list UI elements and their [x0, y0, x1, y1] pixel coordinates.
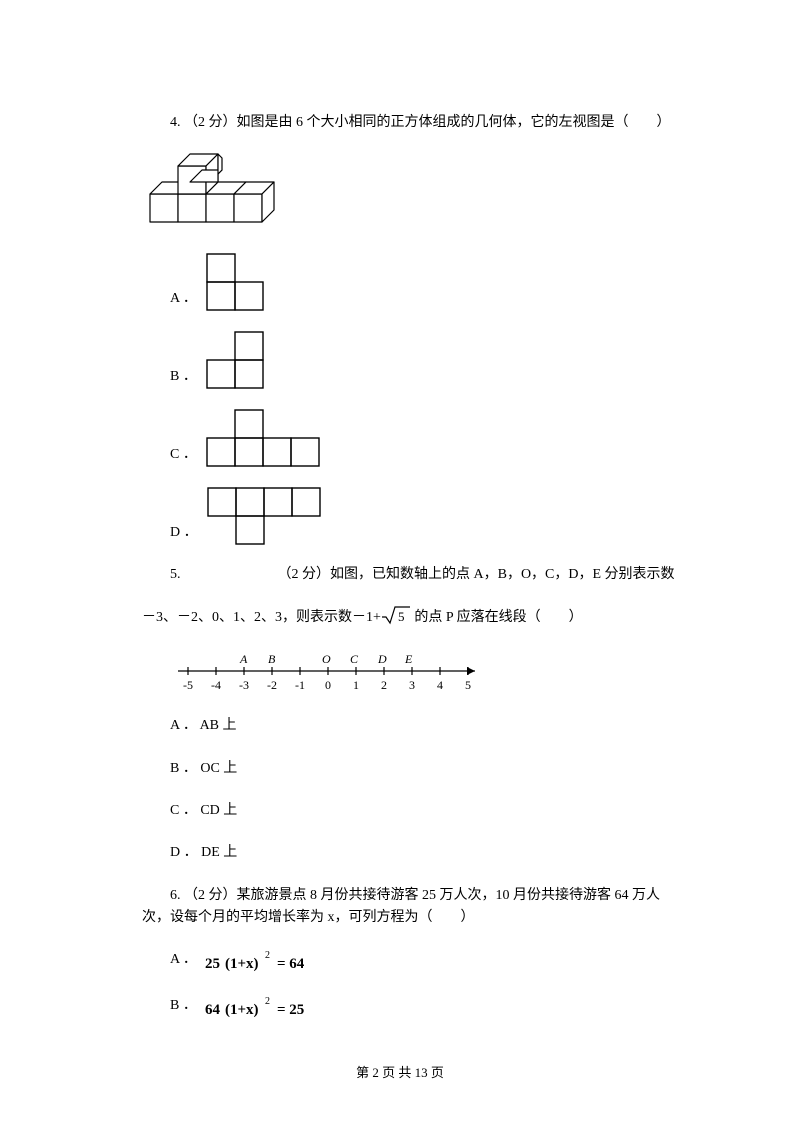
q5-option-d: D ． DE 上 [142, 842, 682, 864]
svg-text:-1: -1 [295, 678, 305, 692]
q5-option-a: A ． AB 上 [142, 715, 682, 737]
q6-option-b-label: B ． [170, 995, 197, 1017]
sqrt5-icon: 5 [381, 605, 411, 625]
svg-text:D: D [377, 652, 387, 666]
q4-option-a: A ． [170, 252, 682, 312]
q4-option-a-label: A ． [170, 288, 197, 312]
svg-text:-5: -5 [183, 678, 193, 692]
q6-option-a-label: A ． [170, 949, 197, 971]
q5-line2-suffix: 的点 P 应落在线段（ ） [411, 610, 583, 625]
svg-text:-3: -3 [239, 678, 249, 692]
q4-option-d-figure [206, 486, 324, 546]
q6-text: 6. （2 分）某旅游景点 8 月份共接待游客 25 万人次，10 月份共接待游… [142, 885, 682, 930]
q5-line1: 5. （2 分）如图，已知数轴上的点 A，B，O，C，D，E 分别表示数 [142, 564, 682, 586]
q4-option-b-figure [205, 330, 267, 390]
q5-number-line: A B O C D E -5 -4 -3 -2 -1 0 1 2 3 4 5 [170, 651, 682, 693]
q5-option-c: C ． CD 上 [142, 800, 682, 822]
svg-text:25: 25 [205, 956, 220, 972]
q4-option-c: C ． [170, 408, 682, 468]
q4-text: 4. （2 分）如图是由 6 个大小相同的正方体组成的几何体，它的左视图是（ ） [142, 112, 682, 134]
q6-option-b: B ． 64 (1+x) 2 = 25 [170, 994, 682, 1020]
svg-text:5: 5 [465, 678, 471, 692]
svg-text:E: E [404, 652, 413, 666]
svg-text:-4: -4 [211, 678, 221, 692]
q6-option-b-equation: 64 (1+x) 2 = 25 [205, 994, 335, 1020]
q5-line2: －3、－2、0、1、2、3，则表示数－1+ 5 的点 P 应落在线段（ ） [142, 605, 682, 629]
svg-text:4: 4 [437, 678, 443, 692]
q5-line1-suffix: （2 分）如图，已知数轴上的点 A，B，O，C，D，E 分别表示数 [278, 567, 675, 582]
svg-text:(1+x): (1+x) [225, 1002, 259, 1018]
q4-option-c-figure [205, 408, 323, 468]
q4-option-d: D ． [170, 486, 682, 546]
svg-text:O: O [322, 652, 331, 666]
svg-text:64: 64 [205, 1002, 221, 1018]
q5-line1-prefix: 5. [170, 567, 181, 582]
svg-text:0: 0 [325, 678, 331, 692]
q6-option-a: A ． 25 (1+x) 2 = 64 [170, 948, 682, 974]
svg-text:C: C [350, 652, 359, 666]
q4-option-a-figure [205, 252, 267, 312]
svg-text:= 25: = 25 [277, 1002, 304, 1018]
q5-option-b: B ． OC 上 [142, 758, 682, 780]
svg-text:5: 5 [398, 609, 405, 624]
q4-option-b-label: B ． [170, 366, 197, 390]
q4-option-c-label: C ． [170, 444, 197, 468]
svg-text:A: A [239, 652, 248, 666]
q4-option-b: B ． [170, 330, 682, 390]
svg-text:2: 2 [265, 950, 270, 961]
q5-line2-prefix: －3、－2、0、1、2、3，则表示数－1+ [142, 610, 381, 625]
svg-text:-2: -2 [267, 678, 277, 692]
svg-text:3: 3 [409, 678, 415, 692]
q6-option-a-equation: 25 (1+x) 2 = 64 [205, 948, 335, 974]
page-footer: 第 2 页 共 13 页 [0, 1063, 800, 1084]
svg-text:= 64: = 64 [277, 956, 305, 972]
svg-text:B: B [268, 652, 276, 666]
svg-text:2: 2 [265, 996, 270, 1007]
q4-option-d-label: D ． [170, 522, 198, 546]
svg-text:1: 1 [353, 678, 359, 692]
q4-figure-3d [142, 152, 682, 234]
svg-text:(1+x): (1+x) [225, 956, 259, 972]
svg-text:2: 2 [381, 678, 387, 692]
